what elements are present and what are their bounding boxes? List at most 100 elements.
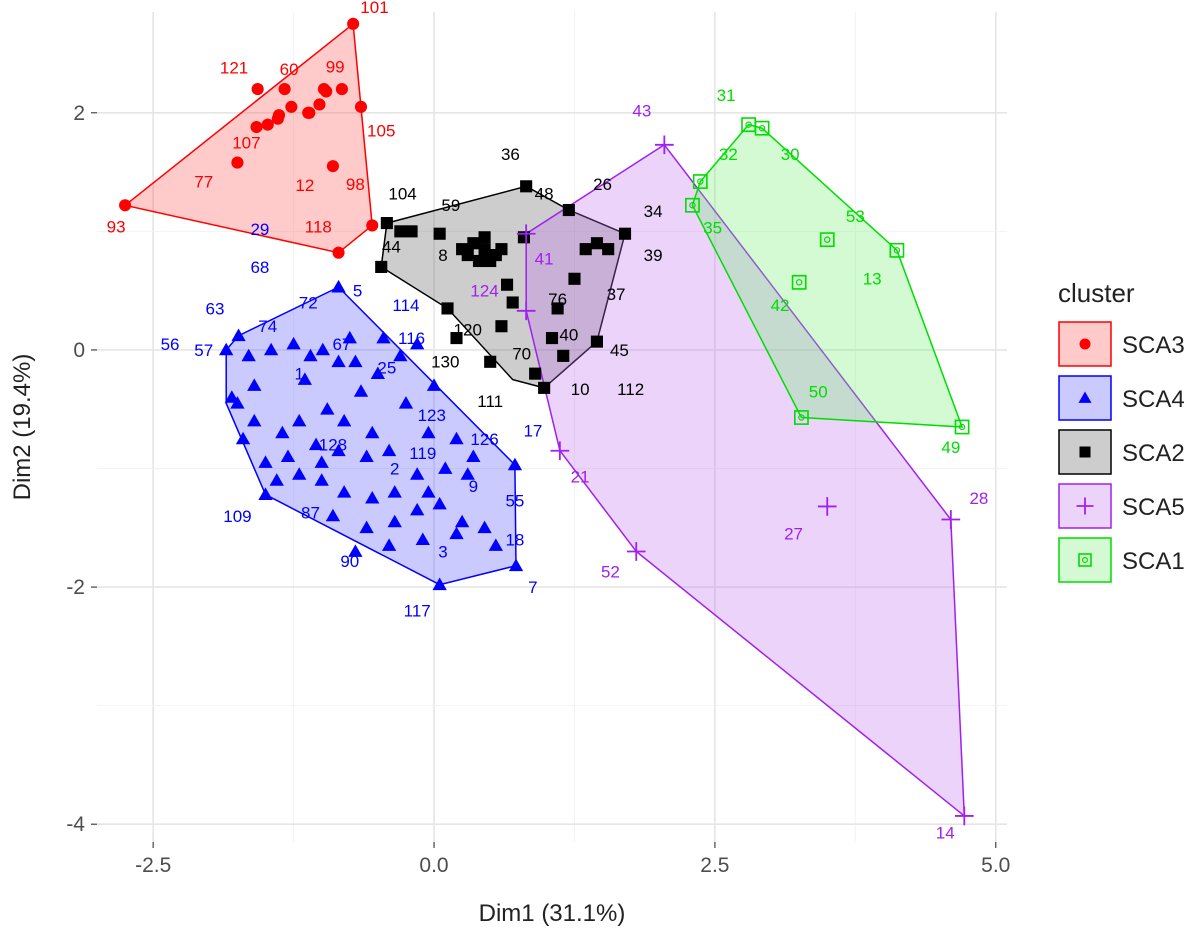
point-sca4 xyxy=(365,490,380,504)
point-sca4 xyxy=(449,526,464,540)
point-sca4 xyxy=(387,514,402,528)
point-label-sca3: 60 xyxy=(280,60,299,79)
point-sca4 xyxy=(353,384,369,397)
point-sca4 xyxy=(258,455,273,468)
legend-symbol-sca4 xyxy=(1078,391,1092,403)
point-sca2 xyxy=(495,320,508,333)
point-label-sca2: 10 xyxy=(571,380,590,399)
point-sca2 xyxy=(495,243,508,256)
x-tick-label: 2.5 xyxy=(700,854,729,877)
point-sca3 xyxy=(303,106,316,119)
point-label-sca4: 29 xyxy=(250,220,269,239)
point-label-sca1: 31 xyxy=(717,86,736,105)
point-sca4 xyxy=(454,514,470,528)
point-sca2 xyxy=(579,243,592,256)
point-label-sca1: 42 xyxy=(771,296,790,315)
point-label-sca3: 105 xyxy=(367,122,395,141)
point-sca4 xyxy=(297,372,312,385)
point-label-sca4: 126 xyxy=(470,430,498,449)
point-sca1-inner xyxy=(893,247,901,254)
point-layer xyxy=(119,17,974,826)
point-label-sca4: 114 xyxy=(392,296,419,315)
point-sca1 xyxy=(692,174,708,189)
point-label-sca4: 2 xyxy=(390,459,399,478)
point-label-sca1: 32 xyxy=(719,145,738,164)
point-label-sca4: 87 xyxy=(301,503,320,522)
point-label-sca3: 12 xyxy=(295,176,314,195)
point-label-sca3: 101 xyxy=(360,0,388,17)
x-tick-label: 0.0 xyxy=(419,854,448,877)
point-sca4 xyxy=(348,354,363,368)
point-sca4 xyxy=(410,502,425,516)
point-sca1-inner xyxy=(798,414,805,421)
point-label-sca4: 117 xyxy=(404,602,431,621)
point-sca4 xyxy=(320,402,335,415)
legend-label-sca5: SCA5 xyxy=(1122,494,1185,521)
point-sca1 xyxy=(889,242,905,258)
point-sca5 xyxy=(941,510,961,529)
point-sca3 xyxy=(366,219,379,232)
point-sca4 xyxy=(438,461,453,474)
point-label-sca1: 35 xyxy=(703,219,722,238)
point-sca2 xyxy=(375,260,388,273)
point-sca4 xyxy=(258,487,273,500)
point-label-sca5: 43 xyxy=(632,101,651,120)
y-tick-label: -2 xyxy=(66,576,85,599)
x-tick-label: 5.0 xyxy=(981,854,1010,877)
point-label-sca3: 107 xyxy=(232,133,260,152)
point-sca2 xyxy=(405,225,418,238)
point-label-sca3: 93 xyxy=(107,218,126,237)
point-sca1-inner xyxy=(795,279,803,286)
point-sca2 xyxy=(433,227,446,240)
point-sca4 xyxy=(331,354,346,368)
point-sca5 xyxy=(516,224,536,244)
point-sca3 xyxy=(326,160,339,173)
point-sca2 xyxy=(618,227,632,240)
point-sca4 xyxy=(325,508,341,522)
point-sca4 xyxy=(381,443,397,457)
point-sca1-inner xyxy=(745,121,752,128)
point-sca4 xyxy=(231,328,246,342)
point-sca5 xyxy=(817,497,837,516)
point-label-sca4: 72 xyxy=(299,293,318,312)
hull-sca1 xyxy=(691,123,964,428)
point-label-sca2: 34 xyxy=(644,202,663,221)
point-sca1 xyxy=(791,274,807,290)
point-sca4 xyxy=(331,443,346,457)
point-label-sca4: 3 xyxy=(438,542,447,561)
point-label-sca5: 27 xyxy=(784,525,803,544)
point-sca5 xyxy=(654,135,674,155)
point-sca4 xyxy=(308,437,324,451)
point-sca4 xyxy=(488,538,503,551)
legend-symbol-sca3 xyxy=(1079,338,1091,350)
y-tick-label: 2 xyxy=(73,102,85,125)
point-label-sca4: 5 xyxy=(353,282,362,301)
point-label-sca4: 9 xyxy=(469,477,478,496)
legend-label-sca3: SCA3 xyxy=(1122,332,1185,359)
point-sca3 xyxy=(261,118,274,131)
point-label-sca4: 17 xyxy=(523,421,542,440)
point-sca3 xyxy=(119,199,132,212)
point-sca2 xyxy=(501,278,514,291)
point-label-sca2: 45 xyxy=(610,341,629,360)
point-label-sca1: 49 xyxy=(941,438,960,457)
point-sca4 xyxy=(426,378,442,391)
point-sca5 xyxy=(626,542,646,561)
point-sca5 xyxy=(550,441,570,461)
point-sca2 xyxy=(551,302,564,315)
point-sca2 xyxy=(568,272,581,285)
point-label-sca4: 63 xyxy=(206,299,225,318)
point-label-sca5: 28 xyxy=(969,489,988,508)
point-sca4 xyxy=(337,485,352,498)
point-label-sca2: 130 xyxy=(431,353,459,372)
point-sca4 xyxy=(466,449,481,463)
point-label-sca4: 55 xyxy=(505,491,524,510)
legend-title: cluster xyxy=(1058,278,1135,308)
point-label-sca2: 44 xyxy=(382,238,401,257)
point-sca2 xyxy=(520,180,533,193)
point-sca4 xyxy=(421,485,436,498)
point-sca4 xyxy=(315,342,330,356)
point-sca4 xyxy=(415,532,430,546)
point-label-sca4: 57 xyxy=(194,341,213,360)
